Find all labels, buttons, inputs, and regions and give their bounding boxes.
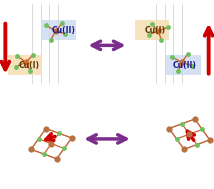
- Polygon shape: [169, 119, 210, 149]
- Text: Cu(I): Cu(I): [144, 26, 165, 35]
- Text: Cu(I): Cu(I): [18, 61, 39, 70]
- Polygon shape: [31, 129, 72, 159]
- FancyBboxPatch shape: [166, 55, 201, 75]
- Text: Cu(II): Cu(II): [172, 61, 196, 70]
- Text: Cu(II): Cu(II): [51, 26, 75, 35]
- FancyBboxPatch shape: [135, 20, 169, 40]
- FancyBboxPatch shape: [8, 55, 42, 75]
- FancyBboxPatch shape: [42, 20, 76, 40]
